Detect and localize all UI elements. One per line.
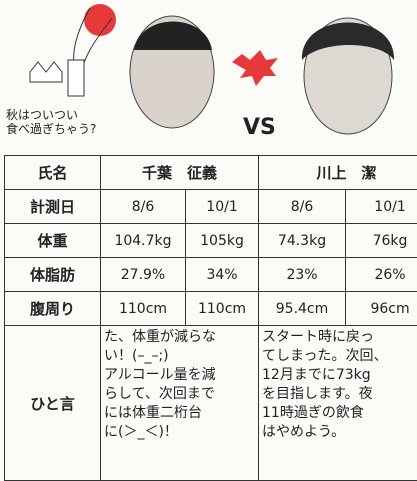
- comment-line: スタート時に戻っ: [262, 328, 417, 347]
- data-cell: 26%: [346, 258, 417, 292]
- data-cell: 104.7kg: [101, 224, 186, 258]
- header-row: 氏名 千葉 征義 川上 潔: [5, 156, 417, 190]
- data-cell: 105kg: [186, 224, 259, 258]
- caption-line: 秋はついつい: [6, 108, 96, 122]
- comment-line: には体重二桁台: [104, 404, 255, 423]
- comment-line: に(＞_＜)！: [104, 423, 255, 442]
- caption: 秋はついつい 食べ過ぎちゃう?: [6, 108, 96, 136]
- comment-line: い！(–_–;): [104, 347, 255, 366]
- row-label: 計測日: [5, 190, 101, 224]
- data-cell: 74.3kg: [259, 224, 346, 258]
- row-label: 体重: [5, 224, 101, 258]
- data-cell: 76kg: [346, 224, 417, 258]
- data-cell: 27.9%: [101, 258, 186, 292]
- comment-line: アルコール量を減: [104, 366, 255, 385]
- maple-leaf: [232, 50, 278, 86]
- header-cell: 川上 潔: [259, 156, 417, 190]
- versus: VS: [243, 115, 276, 140]
- data-cell: 110cm: [186, 292, 259, 326]
- data-cell: 96cm: [346, 292, 417, 326]
- data-cell: 8/6: [101, 190, 186, 224]
- comment-line: 11時過ぎの飲食: [262, 404, 417, 423]
- comment-line: らして、次回まで: [104, 385, 255, 404]
- dango: [30, 62, 62, 82]
- data-cell: 10/1: [186, 190, 259, 224]
- comment-line: 12月までに73kg: [262, 366, 417, 385]
- data-cell: 23%: [259, 258, 346, 292]
- comment-line: はやめよう。: [262, 423, 417, 442]
- data-cell: 95.4cm: [259, 292, 346, 326]
- header-cell: 氏名: [5, 156, 101, 190]
- comment-cell: た、体重が減らない！(–_–;)アルコール量を減らして、次回までには体重二桁台に…: [101, 326, 259, 481]
- hair-left: [134, 22, 212, 51]
- comment-line: を目指します。夜: [262, 385, 417, 404]
- data-cell: 34%: [186, 258, 259, 292]
- header-cell: 千葉 征義: [101, 156, 259, 190]
- comment-line: た、体重が減らな: [104, 328, 255, 347]
- row-label: ひと言: [5, 326, 101, 481]
- page: 秋はついつい 食べ過ぎちゃう? VS 氏名 千葉 征義 川上 潔 計測日8/61…: [0, 0, 417, 476]
- sun: [84, 4, 116, 36]
- vase: [68, 60, 84, 96]
- comment-line: てしまった。次回、: [262, 347, 417, 366]
- comment-row: ひと言た、体重が減らない！(–_–;)アルコール量を減らして、次回までには体重二…: [5, 326, 417, 481]
- data-cell: 8/6: [259, 190, 346, 224]
- row-label: 体脂肪: [5, 258, 101, 292]
- row-label: 腹周り: [5, 292, 101, 326]
- data-cell: 110cm: [101, 292, 186, 326]
- data-cell: 10/1: [346, 190, 417, 224]
- caption-line: 食べ過ぎちゃう?: [6, 122, 96, 136]
